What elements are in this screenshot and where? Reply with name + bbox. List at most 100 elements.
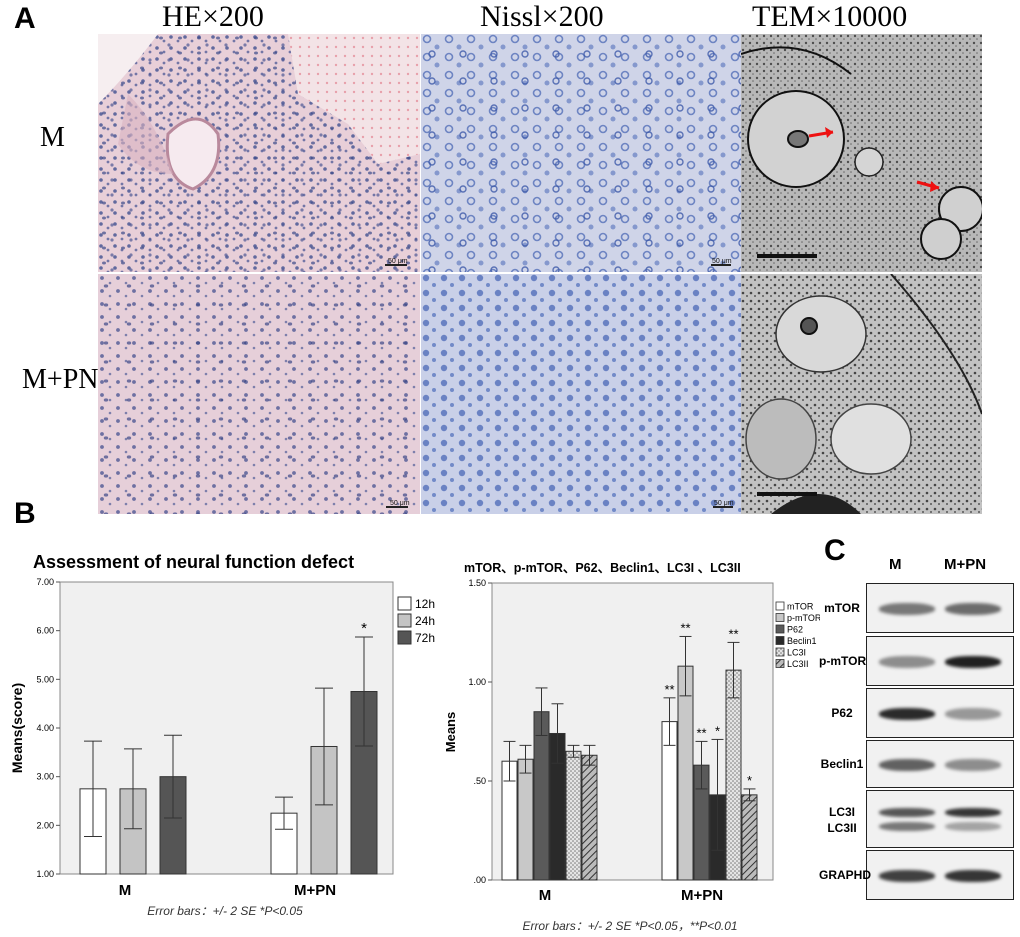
- chart2-y-axis-label: Means: [443, 712, 458, 752]
- chart1-x-tick-mpn: M+PN: [294, 882, 336, 899]
- chart2-significance-marker: *: [747, 773, 752, 788]
- chart2-significance-marker: **: [680, 620, 690, 635]
- chart2-significance-marker: **: [664, 682, 674, 697]
- wb-blot-strip: [866, 636, 1014, 686]
- chart1-y-tick-label: 1.00: [36, 869, 54, 879]
- chart1-y-tick-label: 2.00: [36, 820, 54, 830]
- wb-protein-label: GRAPHD: [819, 868, 872, 882]
- wb-lane-mpn: M+PN: [944, 556, 987, 573]
- wb-band: [945, 759, 1001, 771]
- nissl-m-micrograph: 50 μm: [421, 34, 741, 272]
- wb-blot-strip: [866, 583, 1014, 633]
- wb-band: [945, 822, 1001, 831]
- chart2-bar: [725, 669, 742, 881]
- tem-mpn-micrograph: [741, 274, 982, 514]
- wb-band: [945, 603, 1001, 615]
- wb-protein-label: LC3I LC3II: [827, 805, 857, 835]
- chart2-legend-swatch: [775, 601, 785, 611]
- column-title-tem: TEM×10000: [752, 0, 908, 33]
- chart2-bar: [741, 794, 758, 881]
- wb-band: [945, 870, 1001, 882]
- chart1-x-tick-m: M: [119, 882, 132, 899]
- wb-band: [945, 808, 1001, 817]
- chart2-y-tick-label: .00: [473, 875, 486, 885]
- wb-blot-strip: [866, 850, 1014, 900]
- chart1-legend-swatch: [397, 630, 412, 645]
- scale-label: 50 μm: [388, 258, 408, 265]
- autophagy-protein-chart: mTOR、p-mTOR、P62、Beclin1、LC3I 、LC3II Mean…: [443, 561, 820, 933]
- chart1-y-tick-label: 4.00: [36, 723, 54, 733]
- panel-a-letter: A: [14, 2, 36, 35]
- chart1-y-tick-label: 6.00: [36, 626, 54, 636]
- chart1-y-tick-label: 5.00: [36, 674, 54, 684]
- chart1-significance-marker: *: [361, 620, 367, 637]
- chart1-y-axis-label: Means(score): [9, 683, 25, 773]
- wb-band: [879, 808, 935, 817]
- wb-band: [879, 656, 935, 668]
- chart2-y-tick-label: 1.50: [468, 578, 486, 588]
- chart2-significance-marker: **: [728, 626, 738, 641]
- chart2-x-tick-mpn: M+PN: [681, 887, 723, 904]
- row-label-mpn: M+PN: [22, 364, 99, 395]
- chart2-legend-swatch: [775, 624, 785, 634]
- wb-lane-m: M: [889, 556, 902, 573]
- nissl-mpn-micrograph: 50 μm: [421, 274, 741, 514]
- chart2-legend-label: P62: [787, 625, 803, 635]
- wb-band: [945, 708, 1001, 720]
- chart1-footnote: Error bars：+/- 2 SE *P<0.05: [147, 904, 303, 918]
- neural-function-chart: Assessment of neural function defect Mea…: [9, 552, 435, 918]
- chart2-legend-swatch: [775, 659, 785, 668]
- wb-band: [879, 870, 935, 882]
- chart2-legend-label: mTOR: [787, 602, 814, 612]
- column-title-he: HE×200: [162, 0, 264, 33]
- chart1-legend-label: 12h: [415, 597, 435, 611]
- he-m-micrograph: 50 μm: [98, 34, 420, 272]
- he-mpn-micrograph: 50 μm: [98, 274, 420, 514]
- chart2-bar: [581, 754, 598, 881]
- wb-protein-label: mTOR: [824, 601, 860, 615]
- wb-band: [879, 822, 935, 831]
- row-label-m: M: [40, 122, 65, 153]
- chart2-significance-marker: **: [696, 725, 706, 740]
- wb-band: [879, 603, 935, 615]
- column-title-nissl: Nissl×200: [480, 0, 604, 33]
- chart2-bar: [565, 750, 582, 881]
- chart1-y-tick-label: 7.00: [36, 577, 54, 587]
- chart2-footnote: Error bars：+/- 2 SE *P<0.05，**P<0.01: [522, 919, 737, 933]
- wb-blot-strip: [866, 688, 1014, 738]
- chart2-legend-swatch: [775, 647, 785, 657]
- chart1-title: Assessment of neural function defect: [33, 552, 354, 572]
- panel-b-letter: B: [14, 497, 36, 530]
- wb-blot-strip: [866, 740, 1014, 788]
- scale-label: 50 μm: [390, 500, 410, 507]
- scale-label: 50 μm: [714, 500, 734, 507]
- wb-blot-strip: [866, 790, 1014, 848]
- chart2-legend-label: p-mTOR: [787, 613, 820, 623]
- wb-band: [945, 656, 1001, 668]
- chart1-plot-area: [59, 581, 394, 875]
- wb-protein-label: P62: [831, 706, 853, 720]
- chart1-y-tick-label: 3.00: [36, 772, 54, 782]
- chart2-bar: [533, 711, 550, 881]
- chart2-title: mTOR、p-mTOR、P62、Beclin1、LC3I 、LC3II: [464, 561, 741, 575]
- wb-protein-label: Beclin1: [820, 757, 864, 771]
- chart2-legend-label: Beclin1: [787, 636, 817, 646]
- chart2-legend-label: LC3I: [787, 648, 806, 658]
- chart2-y-tick-label: .50: [473, 776, 486, 786]
- chart2-bar: [677, 665, 694, 881]
- chart2-legend-label: LC3II: [787, 659, 809, 669]
- wb-protein-label: p-mTOR: [819, 654, 867, 668]
- chart2-legend-swatch: [775, 636, 785, 645]
- scale-label: 50 μm: [712, 258, 732, 265]
- panel-c-letter: C: [824, 534, 846, 567]
- chart1-legend-swatch: [397, 613, 412, 628]
- wb-band: [879, 759, 935, 771]
- tem-m-micrograph: [741, 34, 982, 272]
- chart1-legend-swatch: [397, 596, 412, 611]
- chart2-bar: [517, 758, 534, 881]
- chart2-legend-swatch: [775, 613, 785, 622]
- wb-band: [879, 708, 935, 720]
- chart2-significance-marker: *: [715, 723, 720, 738]
- chart1-legend-label: 24h: [415, 614, 435, 628]
- chart1-legend-label: 72h: [415, 631, 435, 645]
